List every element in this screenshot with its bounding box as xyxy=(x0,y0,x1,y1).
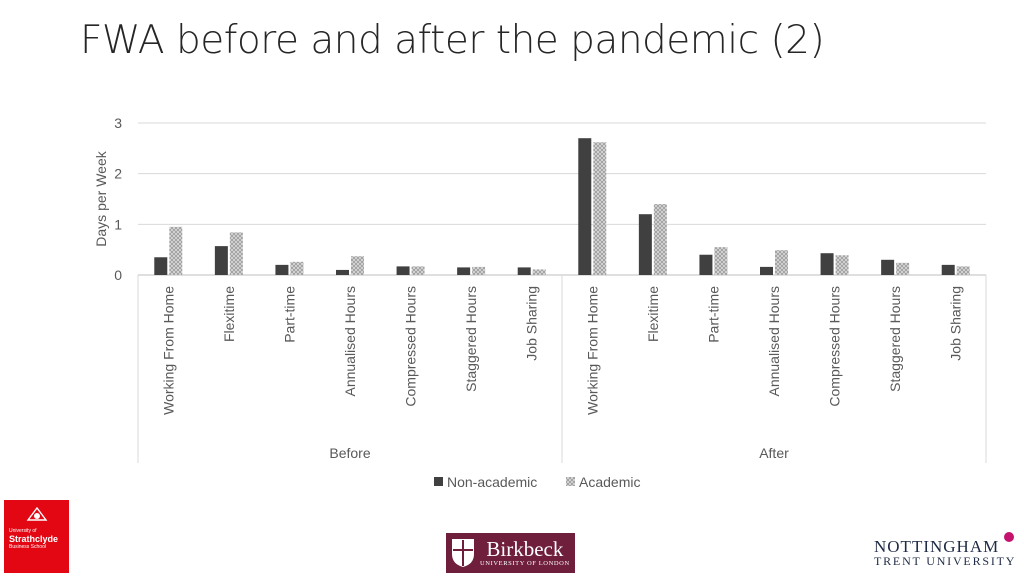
legend-label-non-academic: Non-academic xyxy=(447,474,537,490)
x-category-label: Compressed Hours xyxy=(403,286,419,407)
x-category-label: Flexitime xyxy=(645,286,661,342)
x-group-label: Before xyxy=(329,445,370,461)
bar-academic-after-job-sharing xyxy=(956,266,970,275)
y-axis-ticks: 0 1 2 3 xyxy=(114,115,122,283)
bars xyxy=(154,138,970,275)
x-category-label: Part-time xyxy=(705,286,721,343)
x-category-label: Staggered Hours xyxy=(887,286,903,392)
ntu-logo: NOTTINGHAM TRENT UNIVERSITY xyxy=(872,532,1020,572)
y-tick-label: 1 xyxy=(114,216,122,232)
bar-academic-before-compressed-hours xyxy=(411,266,425,275)
bar-academic-after-compressed-hours xyxy=(835,255,849,275)
bar-non-academic-after-flexitime xyxy=(638,214,652,275)
bar-academic-before-job-sharing xyxy=(532,269,546,275)
y-tick-label: 2 xyxy=(114,166,122,182)
x-axis-group-labels: Before After xyxy=(329,445,789,461)
bar-non-academic-before-compressed-hours xyxy=(396,266,410,275)
bar-academic-before-part-time xyxy=(290,261,304,275)
strathclyde-line2: Strathclyde xyxy=(9,534,59,544)
bar-non-academic-before-flexitime xyxy=(214,246,228,275)
bar-non-academic-after-working-from-home xyxy=(578,138,592,275)
birkbeck-subtitle: UNIVERSITY OF LONDON xyxy=(480,560,570,567)
bar-chart: 0 1 2 3 Working From Home Flexitime Part-time… xyxy=(93,115,987,490)
strathclyde-line3: Business School xyxy=(9,544,46,550)
x-group-label: After xyxy=(759,445,789,461)
x-category-label: Compressed Hours xyxy=(827,286,843,407)
bar-academic-after-annualised-hours xyxy=(775,250,788,275)
x-category-label: Job Sharing xyxy=(524,286,540,361)
x-category-label: Annualised Hours xyxy=(766,286,782,397)
y-tick-label: 0 xyxy=(114,267,122,283)
ntu-line2: TRENT UNIVERSITY xyxy=(874,554,1017,568)
x-category-label: Staggered Hours xyxy=(463,286,479,392)
bar-non-academic-after-annualised-hours xyxy=(760,266,773,275)
strathclyde-line1: University of xyxy=(9,528,37,534)
bar-non-academic-after-compressed-hours xyxy=(820,253,834,275)
slide-title: FWA before and after the pandemic (2) xyxy=(80,18,825,63)
y-tick-label: 3 xyxy=(114,115,122,131)
bar-academic-before-annualised-hours xyxy=(351,256,364,275)
x-category-label: Working From Home xyxy=(584,286,600,415)
strathclyde-logo: University of Strathclyde Business Schoo… xyxy=(4,500,69,573)
y-axis-title: Days per Week xyxy=(93,150,109,246)
birkbeck-shield-icon xyxy=(452,539,474,567)
legend-swatch-non-academic xyxy=(434,477,443,486)
legend: Non-academic Academic xyxy=(434,474,640,490)
bar-non-academic-before-annualised-hours xyxy=(336,269,349,275)
bar-non-academic-after-staggered-hours xyxy=(881,259,895,275)
birkbeck-logo: Birkbeck UNIVERSITY OF LONDON xyxy=(446,533,575,573)
x-category-label: Part-time xyxy=(281,286,297,343)
strathclyde-crest-icon xyxy=(26,506,47,521)
x-axis-category-labels: Working From Home Flexitime Part-time Annua… xyxy=(160,286,963,415)
bar-academic-after-part-time xyxy=(714,247,728,275)
gridlines xyxy=(137,122,987,463)
bar-non-academic-before-job-sharing xyxy=(517,267,531,275)
bar-academic-before-staggered-hours xyxy=(472,266,486,275)
bar-academic-before-flexitime xyxy=(229,232,243,275)
x-category-label: Annualised Hours xyxy=(342,286,358,397)
bar-non-academic-before-working-from-home xyxy=(154,257,168,275)
bar-non-academic-after-job-sharing xyxy=(941,264,955,275)
birkbeck-name: Birkbeck xyxy=(486,537,564,561)
x-category-label: Flexitime xyxy=(221,286,237,342)
bar-academic-after-staggered-hours xyxy=(896,262,910,275)
legend-label-academic: Academic xyxy=(579,474,640,490)
x-category-label: Job Sharing xyxy=(948,286,964,361)
legend-swatch-academic xyxy=(566,477,575,486)
bar-non-academic-before-staggered-hours xyxy=(457,267,471,275)
bar-academic-after-flexitime xyxy=(653,204,667,275)
bar-academic-after-working-from-home xyxy=(593,142,607,275)
ntu-dot-icon xyxy=(1004,532,1014,542)
ntu-line1: NOTTINGHAM xyxy=(874,537,1000,556)
bar-non-academic-before-part-time xyxy=(275,264,289,275)
x-category-label: Working From Home xyxy=(160,286,176,415)
bar-academic-before-working-from-home xyxy=(169,226,183,275)
bar-non-academic-after-part-time xyxy=(699,254,713,275)
